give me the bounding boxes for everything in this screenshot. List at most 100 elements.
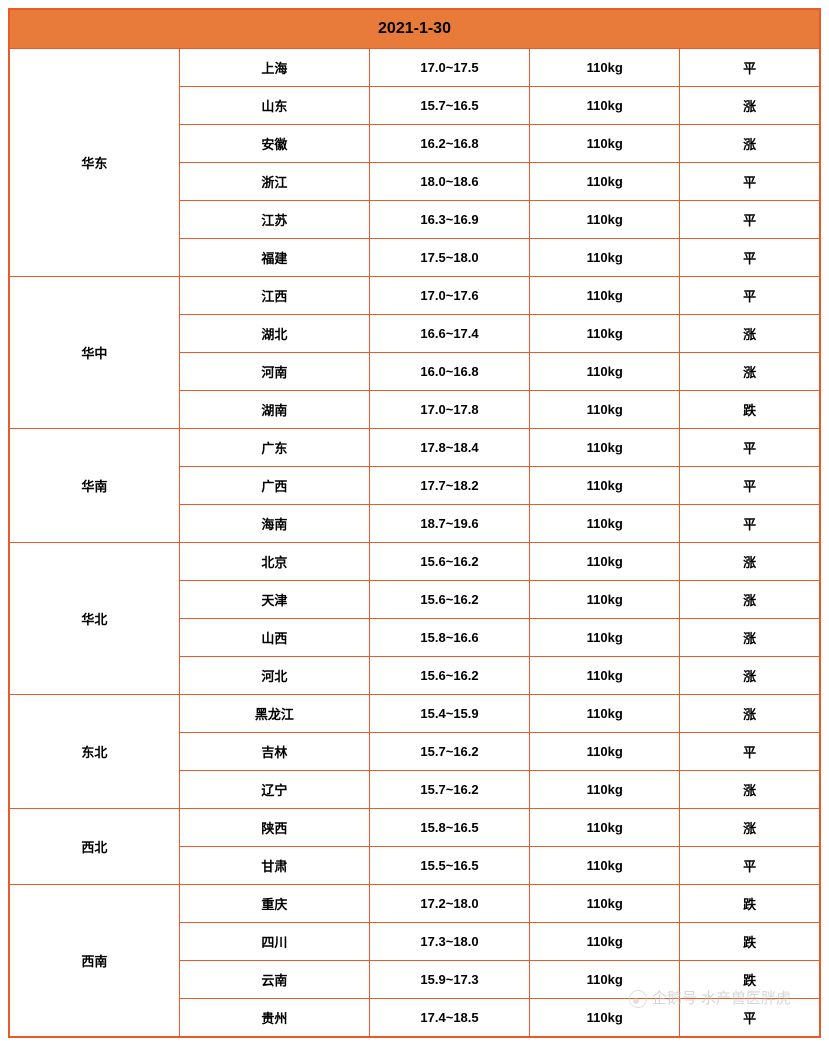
weight-cell: 110kg: [530, 923, 680, 961]
price-cell: 15.7~16.5: [369, 87, 529, 125]
weight-cell: 110kg: [530, 391, 680, 429]
table-row: 华东上海17.0~17.5110kg平: [9, 49, 820, 87]
province-cell: 安徽: [179, 125, 369, 163]
weight-cell: 110kg: [530, 163, 680, 201]
weight-cell: 110kg: [530, 809, 680, 847]
trend-cell: 平: [680, 733, 820, 771]
province-cell: 湖南: [179, 391, 369, 429]
weight-cell: 110kg: [530, 125, 680, 163]
province-cell: 陕西: [179, 809, 369, 847]
province-cell: 海南: [179, 505, 369, 543]
region-cell: 华北: [9, 543, 179, 695]
trend-cell: 跌: [680, 923, 820, 961]
trend-cell: 平: [680, 467, 820, 505]
table-row: 华中江西17.0~17.6110kg平: [9, 277, 820, 315]
price-cell: 17.3~18.0: [369, 923, 529, 961]
table-title: 2021-1-30: [9, 9, 820, 49]
province-cell: 浙江: [179, 163, 369, 201]
price-cell: 16.6~17.4: [369, 315, 529, 353]
table-row: 东北黑龙江15.4~15.9110kg涨: [9, 695, 820, 733]
weight-cell: 110kg: [530, 619, 680, 657]
province-cell: 河北: [179, 657, 369, 695]
province-cell: 福建: [179, 239, 369, 277]
price-cell: 17.8~18.4: [369, 429, 529, 467]
weight-cell: 110kg: [530, 201, 680, 239]
trend-cell: 涨: [680, 581, 820, 619]
trend-cell: 平: [680, 847, 820, 885]
price-cell: 17.7~18.2: [369, 467, 529, 505]
price-cell: 15.8~16.5: [369, 809, 529, 847]
province-cell: 吉林: [179, 733, 369, 771]
price-cell: 15.8~16.6: [369, 619, 529, 657]
region-cell: 华东: [9, 49, 179, 277]
weight-cell: 110kg: [530, 277, 680, 315]
weight-cell: 110kg: [530, 847, 680, 885]
price-cell: 15.6~16.2: [369, 543, 529, 581]
price-cell: 17.0~17.5: [369, 49, 529, 87]
trend-cell: 平: [680, 49, 820, 87]
table-row: 西北陕西15.8~16.5110kg涨: [9, 809, 820, 847]
weight-cell: 110kg: [530, 87, 680, 125]
price-cell: 18.0~18.6: [369, 163, 529, 201]
region-cell: 西北: [9, 809, 179, 885]
trend-cell: 平: [680, 201, 820, 239]
province-cell: 江苏: [179, 201, 369, 239]
table-row: 华南广东17.8~18.4110kg平: [9, 429, 820, 467]
trend-cell: 涨: [680, 809, 820, 847]
weight-cell: 110kg: [530, 657, 680, 695]
penguin-icon: [629, 990, 647, 1008]
price-cell: 17.4~18.5: [369, 999, 529, 1038]
trend-cell: 涨: [680, 619, 820, 657]
province-cell: 广东: [179, 429, 369, 467]
price-cell: 16.0~16.8: [369, 353, 529, 391]
weight-cell: 110kg: [530, 429, 680, 467]
province-cell: 北京: [179, 543, 369, 581]
trend-cell: 平: [680, 505, 820, 543]
province-cell: 上海: [179, 49, 369, 87]
weight-cell: 110kg: [530, 695, 680, 733]
trend-cell: 平: [680, 239, 820, 277]
price-cell: 16.3~16.9: [369, 201, 529, 239]
trend-cell: 涨: [680, 695, 820, 733]
weight-cell: 110kg: [530, 885, 680, 923]
province-cell: 辽宁: [179, 771, 369, 809]
province-cell: 山西: [179, 619, 369, 657]
weight-cell: 110kg: [530, 733, 680, 771]
weight-cell: 110kg: [530, 505, 680, 543]
trend-cell: 涨: [680, 657, 820, 695]
weight-cell: 110kg: [530, 239, 680, 277]
province-cell: 黑龙江: [179, 695, 369, 733]
weight-cell: 110kg: [530, 49, 680, 87]
province-cell: 重庆: [179, 885, 369, 923]
price-cell: 15.7~16.2: [369, 733, 529, 771]
table-row: 华北北京15.6~16.2110kg涨: [9, 543, 820, 581]
watermark: 企鹅号 水产兽医胖虎: [629, 987, 791, 1008]
trend-cell: 涨: [680, 771, 820, 809]
price-table: 2021-1-30 华东上海17.0~17.5110kg平山东15.7~16.5…: [8, 8, 821, 1038]
province-cell: 天津: [179, 581, 369, 619]
province-cell: 山东: [179, 87, 369, 125]
trend-cell: 涨: [680, 315, 820, 353]
province-cell: 广西: [179, 467, 369, 505]
table-body: 华东上海17.0~17.5110kg平山东15.7~16.5110kg涨安徽16…: [9, 49, 820, 1038]
weight-cell: 110kg: [530, 543, 680, 581]
province-cell: 甘肃: [179, 847, 369, 885]
price-cell: 15.6~16.2: [369, 581, 529, 619]
trend-cell: 平: [680, 429, 820, 467]
price-cell: 15.9~17.3: [369, 961, 529, 999]
table-row: 西南重庆17.2~18.0110kg跌: [9, 885, 820, 923]
price-cell: 15.5~16.5: [369, 847, 529, 885]
weight-cell: 110kg: [530, 353, 680, 391]
trend-cell: 涨: [680, 87, 820, 125]
weight-cell: 110kg: [530, 467, 680, 505]
trend-cell: 涨: [680, 353, 820, 391]
trend-cell: 跌: [680, 391, 820, 429]
trend-cell: 跌: [680, 885, 820, 923]
price-cell: 17.5~18.0: [369, 239, 529, 277]
trend-cell: 平: [680, 277, 820, 315]
price-cell: 17.0~17.8: [369, 391, 529, 429]
price-cell: 17.2~18.0: [369, 885, 529, 923]
province-cell: 云南: [179, 961, 369, 999]
trend-cell: 涨: [680, 543, 820, 581]
price-cell: 18.7~19.6: [369, 505, 529, 543]
